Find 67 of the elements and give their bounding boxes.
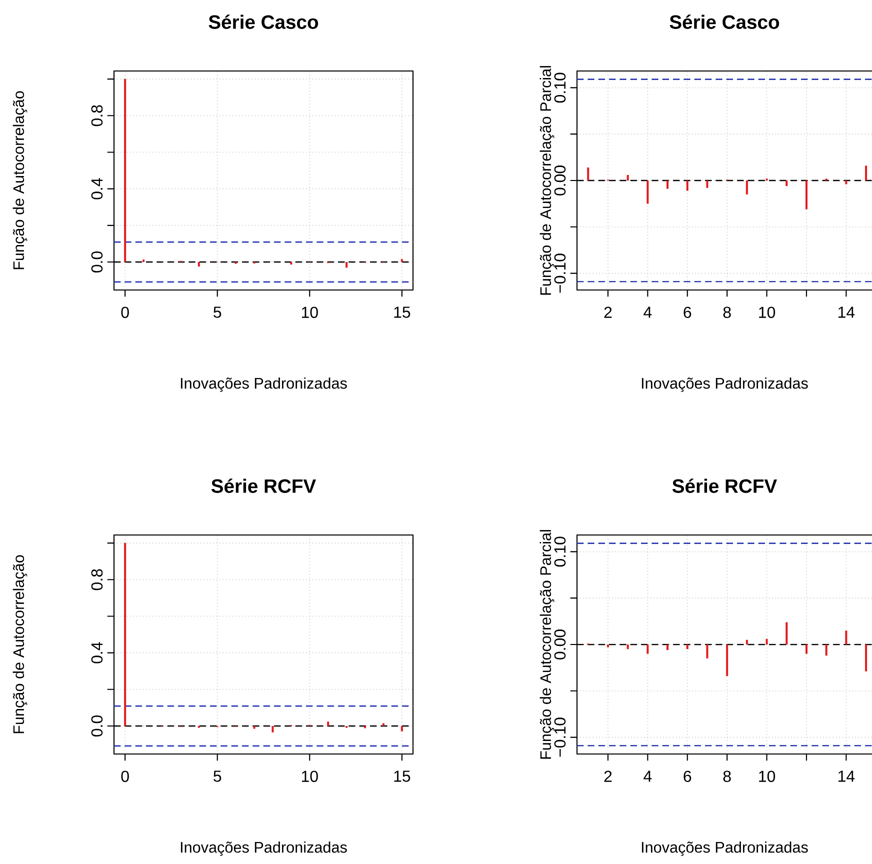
y-tick-label: 0.10 <box>554 72 566 103</box>
x-tick-label: 8 <box>723 306 731 318</box>
x-axis-title: Inovações Padronizadas <box>642 377 808 392</box>
x-tick-label: 6 <box>684 306 692 318</box>
bar <box>626 174 629 180</box>
y-tick-label: 0.8 <box>91 105 103 126</box>
bar <box>845 630 848 644</box>
y-axis-title: Função de Autocorrelação <box>12 91 28 270</box>
y-axis-title: Função de Autocorrelação Parcial <box>540 530 554 759</box>
y-tick-label: 0.0 <box>91 715 103 736</box>
x-tick-label: 0 <box>121 770 129 782</box>
x-axis-title: Inovações Padronizadas <box>180 841 347 856</box>
x-tick-label: 15 <box>394 306 410 318</box>
y-tick-label: 0.00 <box>554 166 566 196</box>
x-tick-label: 14 <box>838 770 855 782</box>
x-tick-label: 2 <box>604 306 612 318</box>
y-tick-label: −0.10 <box>554 254 566 293</box>
bar <box>666 180 669 189</box>
x-tick-label: 15 <box>394 770 410 782</box>
x-tick-label: 10 <box>759 770 776 782</box>
x-tick-label: 0 <box>121 306 129 318</box>
bar <box>786 180 788 186</box>
bar <box>400 259 403 262</box>
y-axis-title: Função de Autocorrelação <box>12 555 28 734</box>
x-tick-label: 2 <box>604 770 612 782</box>
bar <box>606 644 609 648</box>
chart-title: Série Casco <box>208 14 318 29</box>
x-axis-title: Inovações Padronizadas <box>180 377 347 392</box>
bar <box>726 644 728 676</box>
bar <box>327 722 330 726</box>
x-tick-label: 10 <box>302 306 318 318</box>
y-axis-title: Função de Autocorrelação Parcial <box>540 66 554 295</box>
bar <box>666 644 669 650</box>
x-tick-label: 5 <box>214 770 222 782</box>
x-tick-label: 10 <box>302 770 318 782</box>
x-axis-title: Inovações Padronizadas <box>642 841 808 856</box>
y-tick-label: −0.10 <box>554 718 566 757</box>
x-tick-label: 6 <box>684 770 692 782</box>
chart-title: Série RCFV <box>211 478 316 493</box>
x-tick-label: 8 <box>723 770 731 782</box>
y-tick-label: 0.0 <box>91 251 103 272</box>
bar <box>825 644 828 656</box>
y-tick-label: 0.4 <box>91 642 103 664</box>
y-tick-label: 0.00 <box>554 630 566 660</box>
x-tick-label: 14 <box>838 306 855 318</box>
bar <box>845 180 848 184</box>
bar <box>346 262 348 268</box>
chart-title: Série Casco <box>670 14 780 29</box>
bar <box>686 180 688 191</box>
bar <box>400 726 403 732</box>
y-tick-label: 0.10 <box>554 536 566 567</box>
bar <box>124 79 126 262</box>
bar <box>253 726 256 729</box>
bar <box>198 262 200 267</box>
bar <box>290 262 292 265</box>
bar <box>587 168 590 180</box>
chart-title: Série RCFV <box>672 478 777 493</box>
bar <box>626 644 629 650</box>
x-tick-label: 4 <box>644 770 652 782</box>
x-tick-label: 5 <box>214 306 222 318</box>
bar <box>686 644 688 650</box>
bar <box>786 622 788 644</box>
y-tick-label: 0.8 <box>91 569 103 590</box>
bar <box>124 543 126 726</box>
x-tick-label: 4 <box>644 306 652 318</box>
y-tick-label: 0.4 <box>91 178 103 200</box>
x-tick-label: 10 <box>759 306 776 318</box>
